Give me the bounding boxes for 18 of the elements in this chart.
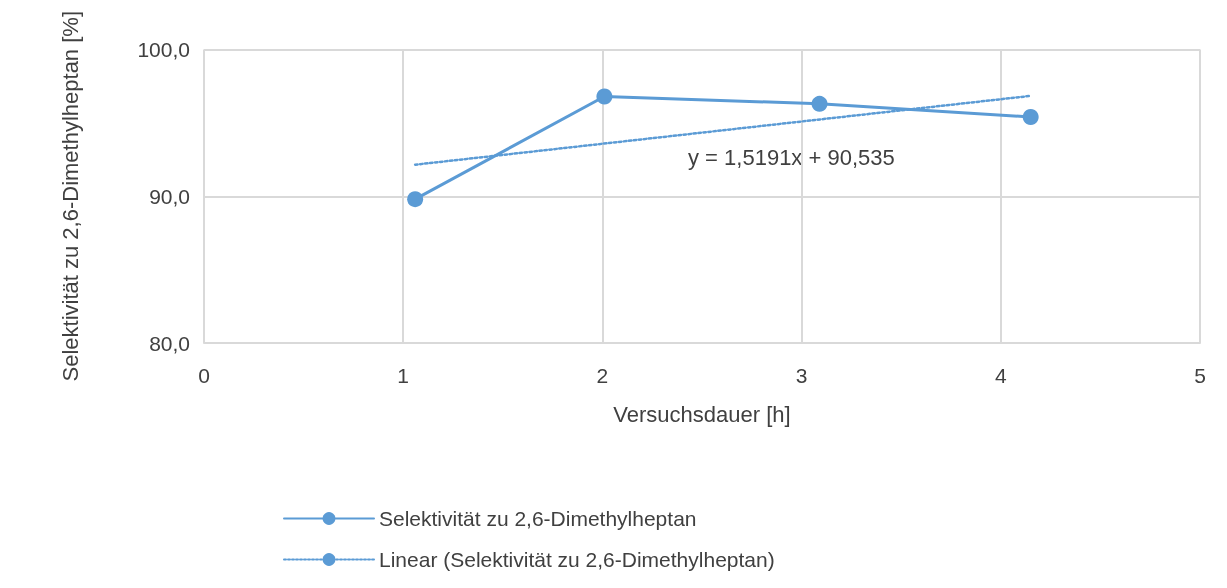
point	[596, 88, 613, 105]
x-axis-title: Versuchsdauer [h]	[613, 401, 791, 427]
point	[1022, 109, 1039, 126]
y-tick-label: 80,0	[149, 331, 190, 355]
legend-label: Selektivität zu 2,6-Dimethylheptan	[379, 507, 697, 530]
y-axis-title: Selektivität zu 2,6-Dimethylheptan [%]	[57, 11, 83, 382]
point	[811, 95, 828, 112]
x-tick-label: 4	[994, 364, 1007, 387]
y-tick-label: 90,0	[149, 184, 190, 208]
y-tick-label: 100,0	[137, 38, 190, 62]
legend-label: Linear (Selektivität zu 2,6-Dimethylheptan)	[379, 548, 775, 571]
x-tick-label: 1	[397, 364, 410, 387]
x-tick-label: 0	[198, 364, 210, 387]
annotation: y = 1,5191x + 90,535	[688, 144, 895, 170]
x-tick-label: 5	[1194, 364, 1206, 387]
point	[407, 191, 424, 208]
x-tick-label: 3	[795, 364, 808, 387]
x-tick-label: 2	[596, 364, 609, 387]
